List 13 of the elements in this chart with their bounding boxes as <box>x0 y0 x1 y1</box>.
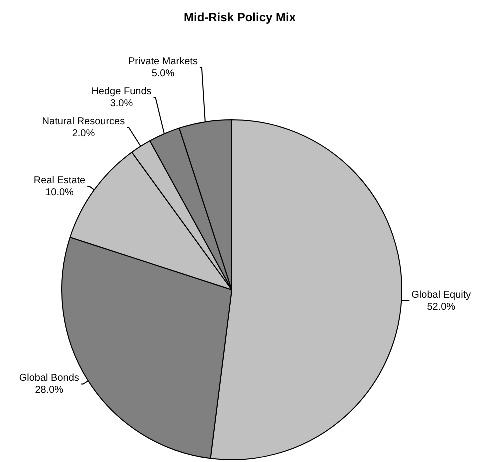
slice-label: Global Bonds <box>19 373 80 384</box>
slice-label: Hedge Funds <box>92 86 152 98</box>
data-label: 3.0% <box>110 98 134 110</box>
data-label: 52.0% <box>427 302 456 313</box>
slice-label: Natural Resources <box>42 116 126 128</box>
chart-title: Mid-Risk Policy Mix <box>184 10 296 24</box>
slice-label: Real Estate <box>34 175 86 186</box>
slice-label: Global Equity <box>412 290 472 301</box>
data-label: 2.0% <box>72 128 96 140</box>
slice-label: Private Markets <box>128 56 198 68</box>
data-label: 28.0% <box>35 385 64 396</box>
data-label: 5.0% <box>152 68 175 80</box>
data-label: 10.0% <box>46 187 74 198</box>
